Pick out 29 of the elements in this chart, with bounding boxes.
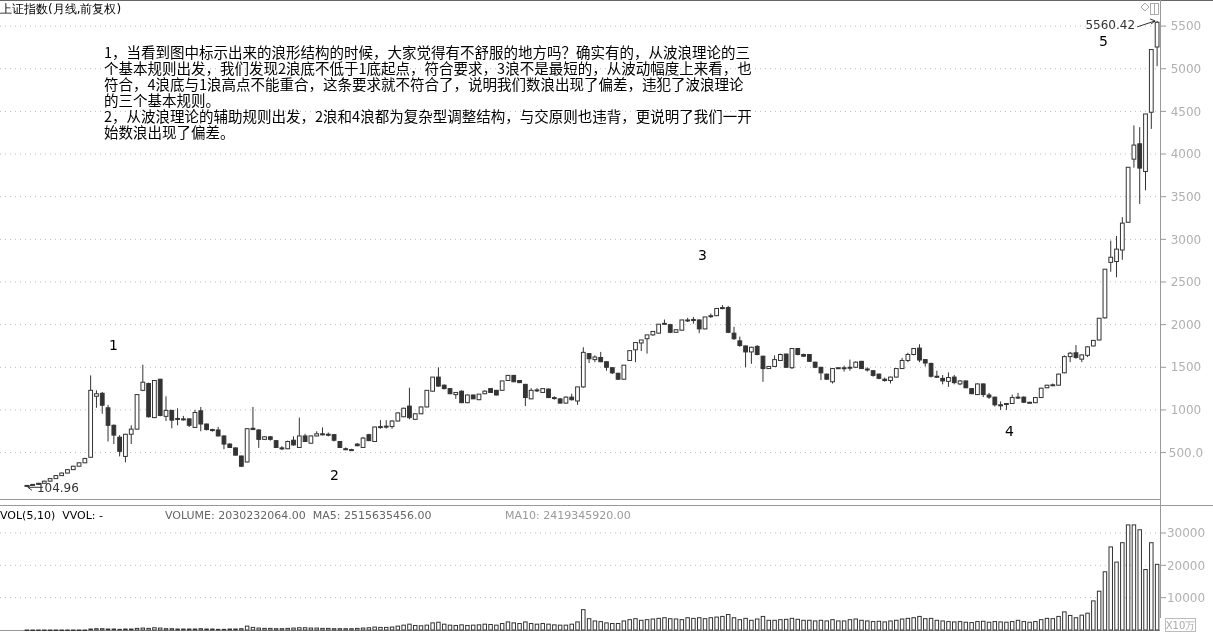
y-tick-label: 5000	[1170, 61, 1202, 76]
annotation: 5560.42	[1085, 17, 1136, 32]
y-axis-title: X10万	[1165, 619, 1196, 631]
chart-title: 上证指数(月线,前复权)	[0, 2, 122, 16]
annotation: MA10: 2419345920.00	[505, 509, 631, 522]
annotation: 5	[1099, 33, 1108, 49]
annotation: 2	[330, 467, 339, 483]
annotation: 2，从波浪理论的辅助规则出发，2浪和4浪都为复杂型调整结构，与交原则也违背，更说明了我们一开始数浪出现了偏差。	[104, 108, 753, 142]
annotation: 3	[698, 247, 707, 263]
annotation: VOL(5,10) VVOL: -	[0, 509, 104, 522]
y-tick-label: 500.0	[1168, 445, 1204, 460]
y-tick-label: 30000	[1166, 526, 1206, 541]
y-tick-label: 2500	[1170, 275, 1202, 290]
y-tick-label: 3500	[1170, 189, 1202, 204]
annotation: 1	[109, 337, 118, 353]
y-tick-label: 1000	[1170, 403, 1202, 418]
annotation: VOLUME: 2030232064.00 MA5: 2515635456.00	[165, 509, 432, 522]
annotation: 1，当看到图中标示出来的浪形结构的时候，大家觉得有不舒服的地方吗？确实有的，从波浪理论的三个基本规则出发，我们发现2浪底不低于1底起点，符合要求，3浪不是最短的，从波动幅度上来看，也符合，4浪底与1浪高点不能重合，这条要求就不符合了，说明我们数浪出现了偏差，违犯了波浪理论的三个基本规则。	[104, 43, 753, 110]
y-tick-label: 1500	[1170, 360, 1202, 375]
y-tick-label: 10000	[1166, 590, 1206, 605]
y-tick-label: 5500	[1170, 19, 1202, 34]
y-tick-label: 2000	[1170, 317, 1202, 332]
y-tick-label: 4000	[1170, 147, 1202, 162]
annotation: 104.96	[36, 481, 79, 496]
y-tick-label: 20000	[1166, 558, 1206, 573]
annotation: 4	[1005, 423, 1014, 439]
y-tick-label: 4500	[1170, 104, 1202, 119]
y-tick-label: 3000	[1170, 232, 1202, 247]
candlestick	[731, 326, 737, 341]
